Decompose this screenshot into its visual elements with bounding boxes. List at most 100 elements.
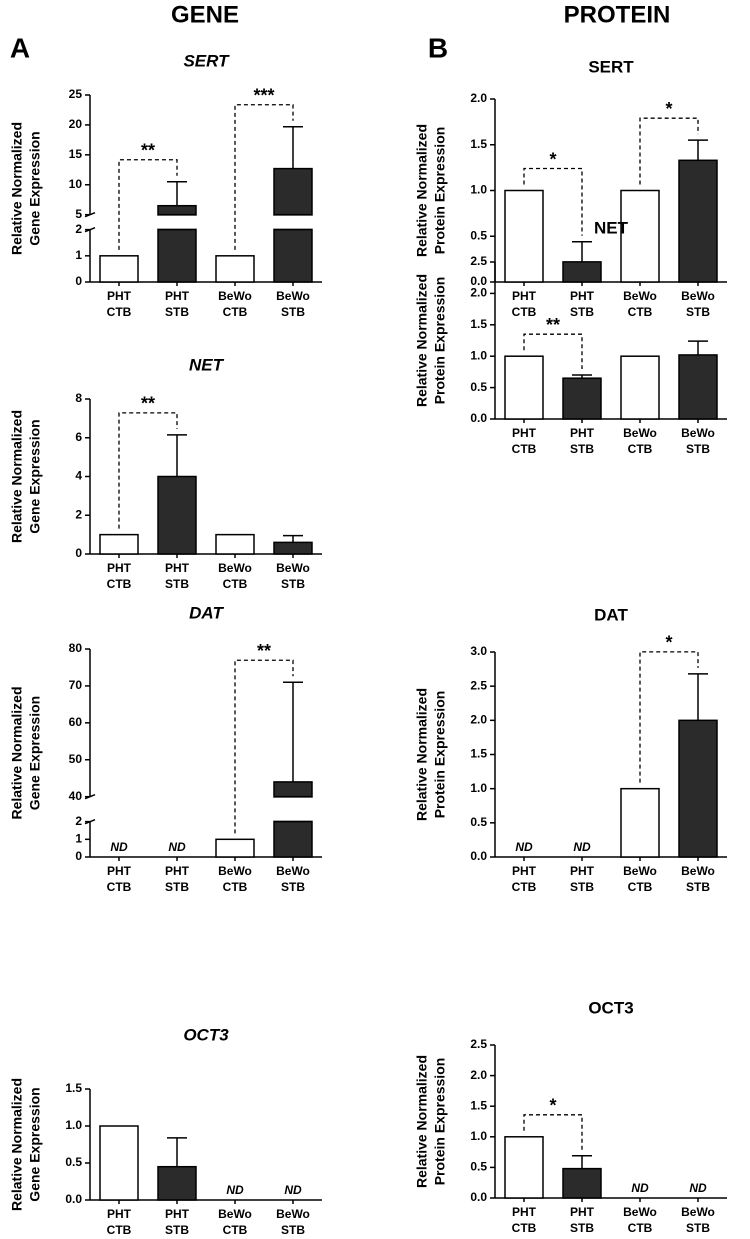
x-tick-label: STB (281, 305, 305, 319)
bar (157, 1165, 197, 1201)
x-tick-label: PHT (107, 864, 132, 878)
y-tick-label: 2 (75, 507, 82, 521)
y-tick-label: 5 (75, 207, 82, 221)
x-tick-label: CTB (512, 442, 537, 456)
x-tick-label: CTB (223, 880, 248, 894)
bar-break-gap (273, 215, 313, 229)
y-tick-label: 1.0 (65, 1118, 82, 1132)
bar (215, 533, 255, 555)
significance-label: ** (141, 394, 155, 414)
x-tick-label: PHT (107, 1207, 132, 1221)
y-tick-label: 10 (69, 177, 83, 191)
x-tick-label: STB (281, 880, 305, 894)
x-tick-label: STB (686, 442, 710, 456)
chart-title: NET (594, 218, 629, 237)
x-tick-label: CTB (512, 880, 537, 894)
x-tick-label: STB (165, 577, 189, 591)
significance-label: ** (141, 141, 155, 161)
x-tick-label: CTB (628, 880, 653, 894)
x-tick-label: CTB (512, 1221, 537, 1235)
panel-label: A (10, 32, 30, 63)
significance-label: ** (546, 315, 560, 335)
bar-break-gap (157, 215, 197, 229)
y-tick-label: 4 (75, 469, 82, 483)
bar (99, 1125, 139, 1201)
x-tick-label: BeWo (623, 426, 657, 440)
chart-title: NET (189, 355, 225, 374)
value-label: ND (631, 1181, 649, 1195)
significance-bracket (234, 659, 294, 834)
value-label: ND (689, 1181, 707, 1195)
x-tick-label: STB (281, 1223, 305, 1237)
x-tick-label: PHT (165, 1207, 190, 1221)
significance-bracket (523, 1114, 583, 1150)
x-tick-label: STB (686, 1221, 710, 1235)
x-tick-label: PHT (570, 1205, 595, 1219)
x-tick-label: BeWo (681, 426, 715, 440)
x-tick-label: BeWo (681, 1205, 715, 1219)
x-tick-label: CTB (223, 305, 248, 319)
bar (99, 255, 139, 283)
y-axis-label: Protein Expression (432, 691, 448, 819)
x-tick-label: STB (686, 305, 710, 319)
x-tick-label: CTB (107, 1223, 132, 1237)
bar (273, 541, 313, 555)
chart-title: SERT (183, 51, 230, 70)
y-tick-label: 80 (69, 641, 83, 655)
x-tick-label: CTB (512, 305, 537, 319)
bar (678, 159, 718, 283)
y-tick-label: 15 (69, 147, 83, 161)
x-tick-label: PHT (165, 289, 190, 303)
x-tick-label: PHT (512, 1205, 537, 1219)
x-tick-label: BeWo (623, 864, 657, 878)
x-tick-label: STB (570, 305, 594, 319)
value-label: ND (226, 1183, 244, 1197)
significance-label: * (665, 99, 672, 119)
x-tick-label: CTB (223, 577, 248, 591)
y-tick-label: 3.0 (470, 644, 487, 658)
significance-label: * (665, 633, 672, 653)
y-axis-label: Relative Normalized (9, 122, 25, 255)
y-axis-label: Relative Normalized (9, 410, 25, 543)
x-tick-label: BeWo (218, 864, 252, 878)
x-tick-label: STB (165, 880, 189, 894)
y-axis-label: Relative Normalized (414, 124, 430, 257)
value-label: ND (168, 840, 186, 854)
y-tick-label: 0.0 (470, 411, 487, 425)
chart-title: SERT (588, 57, 634, 76)
x-tick-label: STB (165, 305, 189, 319)
y-axis-label: Gene Expression (27, 1087, 43, 1201)
x-tick-label: PHT (107, 289, 132, 303)
x-tick-label: PHT (165, 561, 190, 575)
panel-label: B (428, 32, 448, 63)
x-tick-label: STB (686, 880, 710, 894)
bar (678, 354, 718, 420)
y-tick-label: 2.5 (470, 678, 487, 692)
y-tick-label: 0 (75, 849, 82, 863)
x-tick-label: BeWo (623, 1205, 657, 1219)
chart-title: DAT (189, 603, 224, 622)
bar (620, 355, 660, 420)
y-axis-label: Relative Normalized (414, 274, 430, 407)
x-tick-label: PHT (107, 561, 132, 575)
x-tick-label: PHT (512, 864, 537, 878)
bar (215, 838, 255, 858)
y-tick-label: 6 (75, 430, 82, 444)
y-axis-label: Gene Expression (27, 696, 43, 810)
y-axis-label: Gene Expression (27, 419, 43, 533)
y-tick-label: 1.5 (470, 1098, 487, 1112)
x-tick-label: PHT (512, 289, 537, 303)
significance-bracket (118, 412, 178, 529)
y-tick-label: 70 (69, 678, 83, 692)
x-tick-label: CTB (107, 305, 132, 319)
bar (99, 533, 139, 555)
x-tick-label: CTB (628, 1221, 653, 1235)
bar (562, 261, 602, 283)
x-tick-label: STB (281, 577, 305, 591)
y-axis-label: Protein Expression (432, 127, 448, 255)
x-tick-label: BeWo (218, 561, 252, 575)
x-tick-label: PHT (512, 426, 537, 440)
y-tick-label: 0 (75, 546, 82, 560)
y-tick-label: 1 (75, 248, 82, 262)
